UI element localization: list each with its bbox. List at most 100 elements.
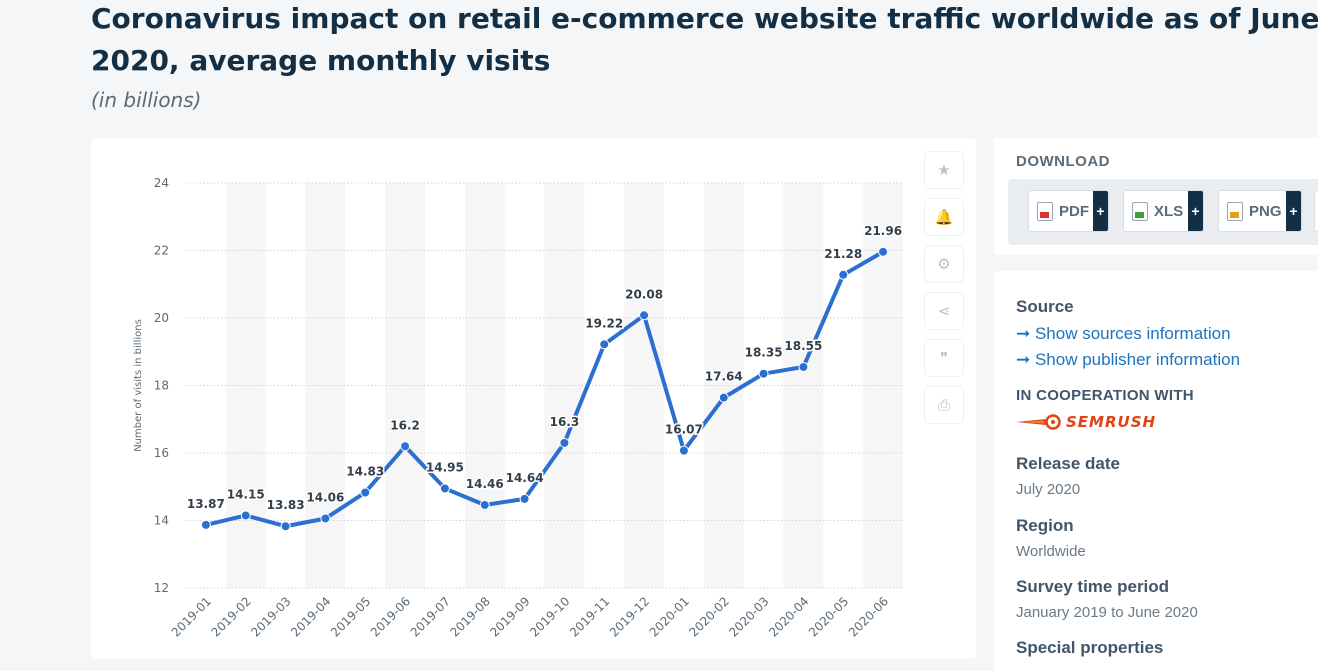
show-sources-link[interactable]: ➞ Show sources information (1016, 324, 1231, 343)
y-tick-label: 20 (154, 311, 169, 325)
x-tick-label: 2020-05 (806, 594, 851, 639)
x-tick-label: 2019-07 (408, 594, 453, 639)
pdf-plus-icon[interactable]: + (1093, 191, 1108, 231)
data-point (758, 368, 769, 379)
x-tick-label: 2019-06 (368, 594, 413, 639)
more-download-button[interactable] (1314, 190, 1318, 232)
bell-button[interactable]: 🔔 (925, 199, 963, 235)
data-label: 16.07 (665, 423, 703, 437)
star-button[interactable]: ★ (925, 152, 963, 188)
semrush-logo[interactable]: SEMRUSH (1016, 413, 1156, 431)
data-point (519, 493, 530, 504)
data-point (320, 513, 331, 524)
data-point (439, 483, 450, 494)
y-tick-label: 12 (154, 581, 169, 595)
png-label: PNG (1249, 202, 1282, 220)
data-point (200, 519, 211, 530)
x-tick-label: 2019-01 (169, 594, 214, 639)
pdf-file-icon (1037, 201, 1053, 221)
star-icon: ★ (937, 162, 951, 179)
data-point (639, 310, 650, 321)
share-button[interactable]: ⋖ (925, 293, 963, 329)
data-point (280, 521, 291, 532)
survey-period-heading: Survey time period (1016, 577, 1170, 596)
xls-plus-icon[interactable]: + (1188, 191, 1203, 231)
x-tick-label: 2019-11 (567, 594, 612, 639)
column-band (703, 183, 744, 588)
download-strip: PDF + XLS + PNG + (1008, 179, 1318, 245)
semrush-flame-icon (1016, 414, 1061, 430)
data-label: 17.64 (705, 370, 743, 384)
chart-toolbar: ★ 🔔 ⚙ ⋖ ❞ ⎙ (925, 152, 963, 434)
y-tick-label: 22 (154, 244, 169, 258)
xls-file-icon (1132, 201, 1148, 221)
xls-label: XLS (1154, 202, 1184, 220)
x-tick-label: 2020-06 (846, 594, 891, 639)
data-label: 19.22 (585, 316, 623, 330)
bell-icon: 🔔 (934, 209, 954, 226)
xls-download-button[interactable]: XLS + (1123, 190, 1204, 232)
data-label: 16.3 (550, 415, 580, 429)
data-label: 14.64 (506, 471, 544, 485)
data-point (360, 487, 371, 498)
semrush-wordmark: SEMRUSH (1066, 413, 1157, 431)
data-label: 18.55 (784, 339, 822, 353)
x-tick-label: 2020-04 (766, 594, 811, 639)
data-label: 14.95 (426, 460, 464, 474)
show-publisher-link[interactable]: ➞ Show publisher information (1016, 350, 1241, 369)
column-band (385, 183, 425, 588)
data-point (798, 361, 809, 372)
survey-period-value: January 2019 to June 2020 (1016, 604, 1198, 621)
x-tick-label: 2019-02 (209, 594, 254, 639)
y-tick-label: 18 (154, 379, 169, 393)
x-tick-label: 2019-04 (288, 594, 333, 639)
x-tick-label: 2020-02 (687, 594, 732, 639)
pdf-download-button[interactable]: PDF + (1028, 190, 1109, 232)
quote-icon: ❞ (939, 350, 949, 367)
png-plus-icon[interactable]: + (1286, 191, 1301, 231)
x-tick-label: 2020-01 (647, 594, 692, 639)
pdf-label: PDF (1059, 202, 1089, 220)
data-label: 13.87 (187, 497, 225, 511)
page-title: Coronavirus impact on retail e-commerce … (91, 2, 1318, 77)
data-label: 13.83 (267, 498, 305, 512)
x-tick-label: 2019-03 (248, 594, 293, 639)
column-band (305, 183, 346, 588)
release-date-heading: Release date (1016, 454, 1120, 473)
download-panel: DOWNLOAD PDF + XLS + PNG + (994, 138, 1318, 255)
x-tick-label: 2019-10 (527, 594, 572, 639)
region-heading: Region (1016, 516, 1074, 535)
data-point (878, 246, 889, 257)
source-heading: Source (1016, 297, 1074, 316)
gear-icon: ⚙ (937, 256, 951, 273)
y-tick-label: 24 (154, 176, 169, 190)
data-point (240, 510, 251, 521)
chart-card: 12 14 16 18 20 22 24 Number of visits in billio… (91, 138, 976, 658)
data-point (559, 437, 570, 448)
line-chart: 12 14 16 18 20 22 24 Number of visits in billio… (133, 176, 904, 640)
region-value: Worldwide (1016, 543, 1086, 560)
x-tick-label: 2019-09 (487, 594, 532, 639)
x-tick-label: 2019-08 (448, 594, 493, 639)
data-point (838, 269, 849, 280)
release-date-value: July 2020 (1016, 481, 1081, 498)
gear-button[interactable]: ⚙ (925, 246, 963, 282)
y-tick-label: 16 (154, 446, 169, 460)
x-tick-label: 2019-05 (328, 594, 373, 639)
x-tick-label: 2019-12 (607, 594, 652, 639)
data-label: 18.35 (745, 346, 783, 360)
quote-button[interactable]: ❞ (925, 340, 963, 376)
data-point (718, 392, 729, 403)
print-button[interactable]: ⎙ (925, 387, 963, 423)
special-properties-heading: Special properties (1016, 638, 1164, 657)
y-axis-label: Number of visits in billions (133, 319, 144, 452)
statistic-info-panel: Source ➞ Show sources information ➞ Show… (994, 271, 1318, 671)
x-tick-label: 2020-03 (726, 594, 771, 639)
png-file-icon (1227, 201, 1243, 221)
download-heading: DOWNLOAD (1016, 153, 1110, 170)
png-download-button[interactable]: PNG + (1218, 190, 1302, 232)
data-label: 14.83 (346, 464, 384, 478)
print-icon: ⎙ (937, 396, 950, 414)
data-point (479, 499, 490, 510)
series-line (203, 249, 886, 529)
